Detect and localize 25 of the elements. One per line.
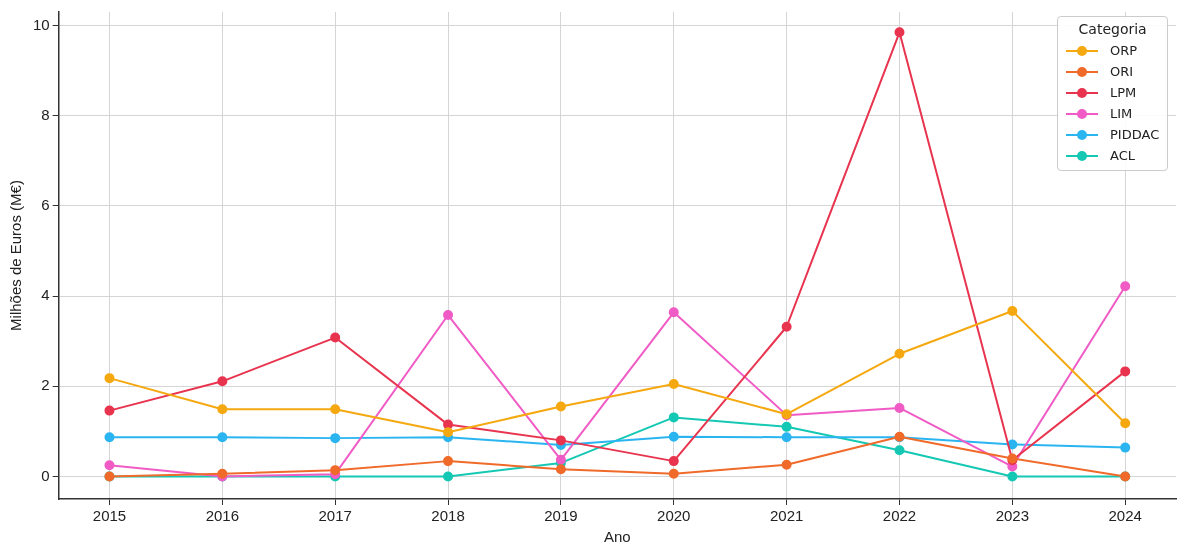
y-tick-label: 6 <box>41 196 50 214</box>
y-tick-label: 10 <box>33 15 50 33</box>
x-tick-label: 2017 <box>318 507 352 525</box>
legend-label: ORI <box>1110 64 1134 79</box>
legend-label: ACL <box>1110 148 1135 163</box>
x-tick-label: 2024 <box>1108 507 1142 525</box>
legend-label: LPM <box>1110 85 1137 100</box>
x-tick-label: 2016 <box>205 507 240 525</box>
x-tick-label: 2020 <box>657 507 691 525</box>
x-tick-label: 2023 <box>995 507 1030 525</box>
x-tick-label: 2018 <box>431 507 465 525</box>
x-tick-label: 2022 <box>882 507 917 525</box>
x-tick-label: 2021 <box>769 507 804 525</box>
x-tick-label: 2015 <box>92 507 127 525</box>
y-axis-title: Milhões de Euros (M€) <box>7 180 25 331</box>
legend-label: ORP <box>1110 43 1138 58</box>
y-tick-label: 0 <box>41 466 50 484</box>
y-tick-label: 8 <box>41 105 50 123</box>
y-tick-label: 2 <box>41 376 50 394</box>
legend-title: Categoria <box>1077 21 1148 37</box>
x-axis-title: Ano <box>603 528 631 546</box>
legend-label: PIDDAC <box>1110 127 1160 142</box>
legend-label: LIM <box>1110 106 1133 121</box>
y-tick-label: 4 <box>41 286 50 304</box>
x-tick-label: 2019 <box>544 507 578 525</box>
